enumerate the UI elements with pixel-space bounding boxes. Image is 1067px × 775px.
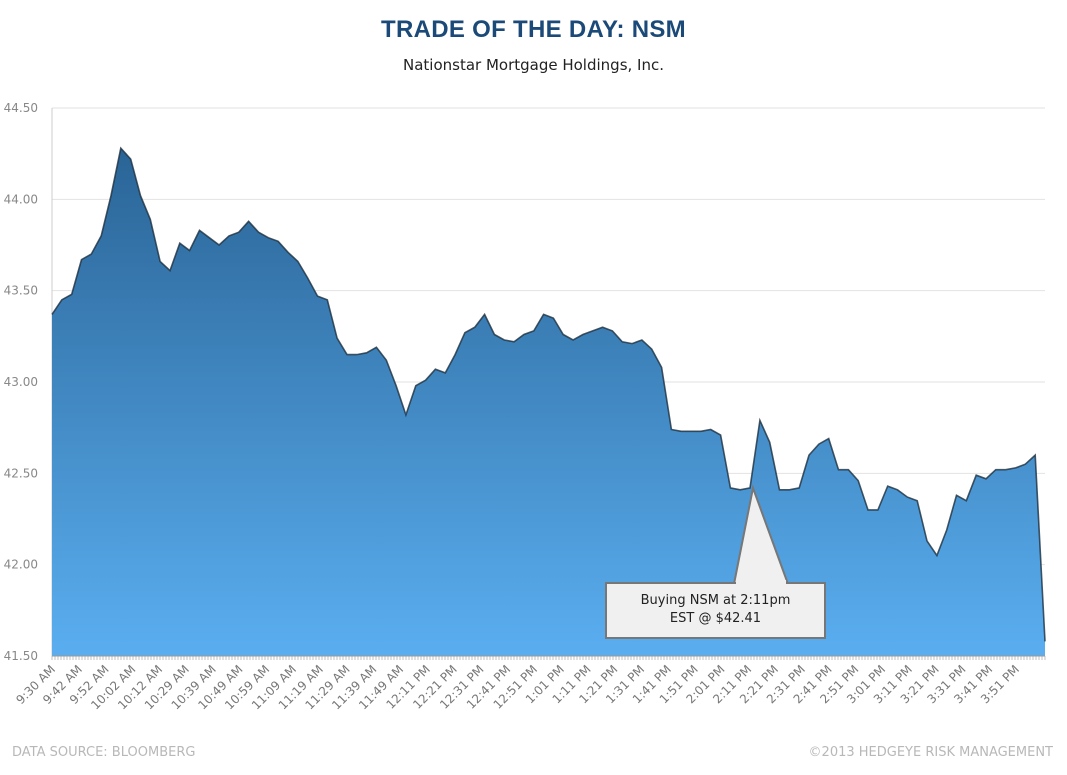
- data-source: DATA SOURCE: BLOOMBERG: [12, 745, 196, 760]
- y-tick-label: 44.00: [4, 192, 38, 206]
- copyright: ©2013 HEDGEYE RISK MANAGEMENT: [808, 745, 1053, 760]
- trade-annotation: Buying NSM at 2:11pm EST @ $42.41: [606, 583, 825, 638]
- annotation-line-1: Buying NSM at 2:11pm: [640, 593, 791, 608]
- callout-box: [605, 582, 826, 639]
- y-tick-label: 43.00: [4, 375, 38, 389]
- annotation-line-2: EST @ $42.41: [669, 611, 762, 626]
- y-tick-label: 42.00: [4, 558, 38, 572]
- chart-subtitle: Nationstar Mortgage Holdings, Inc.: [402, 56, 664, 74]
- price-area: [52, 148, 1045, 656]
- y-tick-label: 42.50: [4, 466, 38, 480]
- chart-title: TRADE OF THE DAY: NSM: [381, 16, 686, 43]
- callout-pointer: [733, 484, 789, 585]
- y-tick-label: 44.50: [4, 101, 38, 115]
- callout-joint: [736, 580, 786, 586]
- y-tick-label: 41.50: [4, 649, 38, 663]
- price-line: [51, 146, 1046, 642]
- y-tick-label: 43.50: [4, 284, 38, 298]
